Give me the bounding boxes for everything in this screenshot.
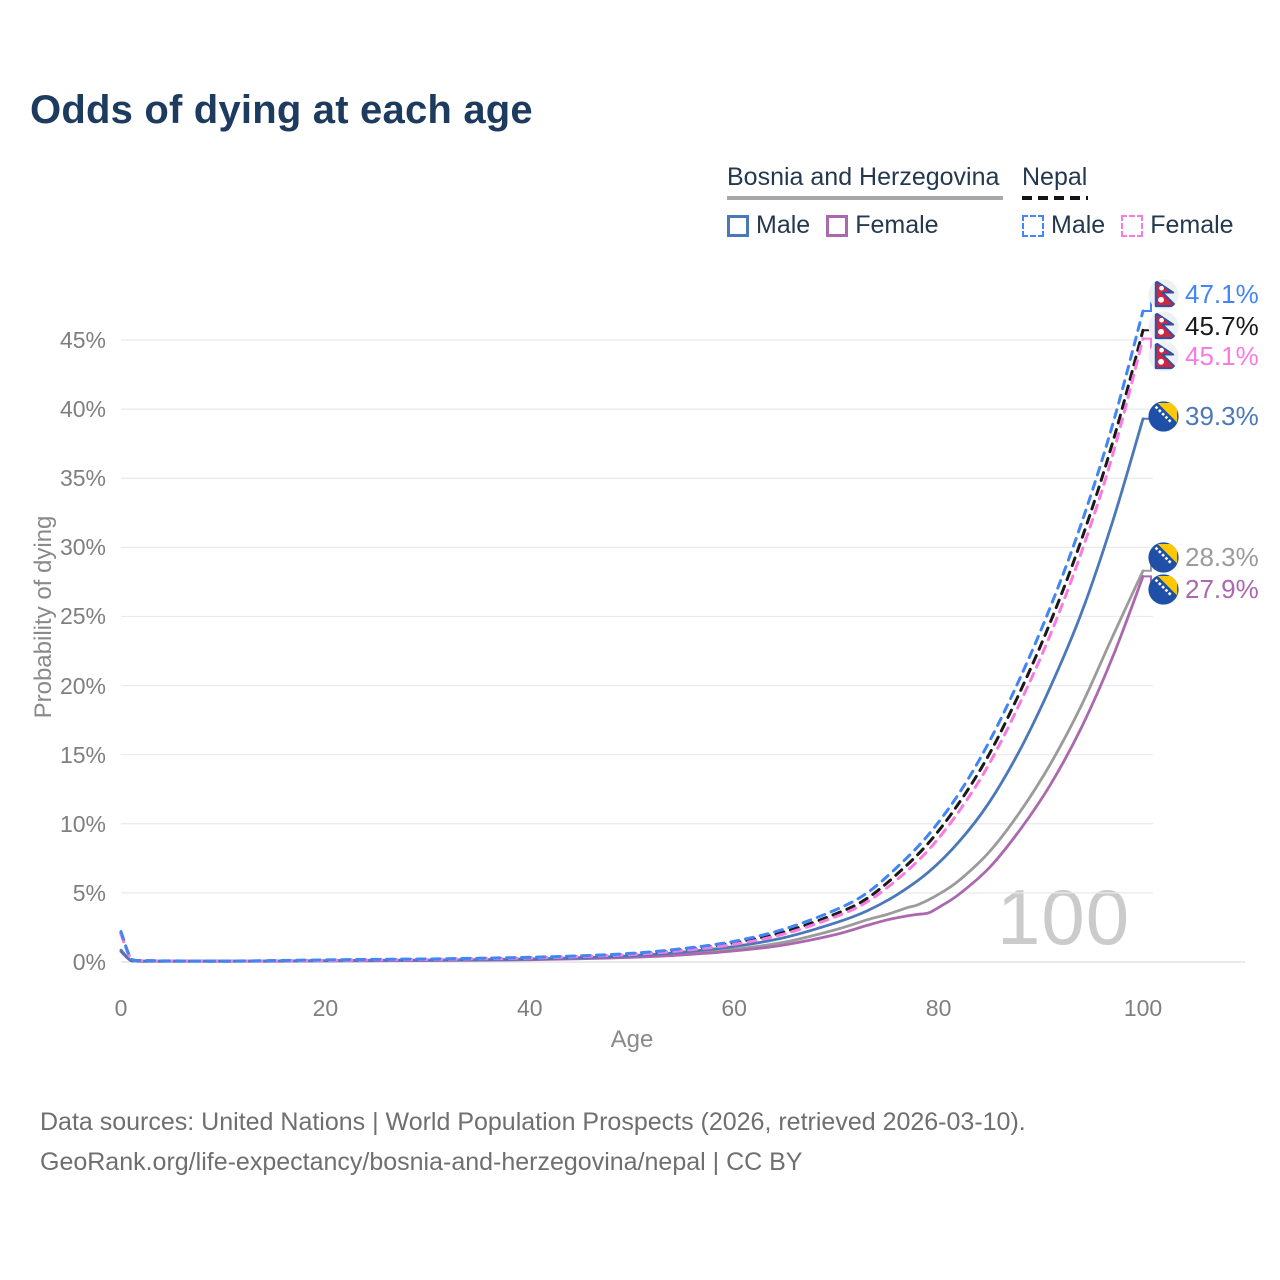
end-label-value: 27.9% xyxy=(1185,574,1259,604)
legend-item-nepal-female-label: Female xyxy=(1150,211,1234,239)
bosnia-solid-line-sample xyxy=(727,196,1003,200)
y-tick-label-30: 30% xyxy=(59,534,106,561)
legend-group-bosnia-label: Bosnia and Herzegovina xyxy=(727,163,1000,191)
end-label-value: 45.1% xyxy=(1185,341,1259,371)
y-tick-label-15: 15% xyxy=(59,741,106,768)
x-tick-label-20: 20 xyxy=(312,995,339,1021)
end-label-nepal-female: 45.1% xyxy=(1148,341,1259,372)
attribution-line: GeoRank.org/life-expectancy/bosnia-and-h… xyxy=(40,1148,803,1176)
end-label-nepal-both-sexes: 45.7% xyxy=(1148,311,1259,342)
bosnia-female-swatch-icon xyxy=(826,214,849,237)
series-line-bosnia-and-herzegovina-female xyxy=(119,575,1145,963)
legend-items-nepal: Male Female xyxy=(1022,211,1250,240)
y-tick-label-45: 45% xyxy=(59,327,106,353)
end-label-bosnia-and-herzegovina-both-sexes: 28.3% xyxy=(1148,542,1259,573)
end-label-bosnia-and-herzegovina-male: 39.3% xyxy=(1148,401,1259,432)
end-label-nepal-male: 47.1% xyxy=(1148,279,1259,310)
bosnia-flag-icon xyxy=(1148,542,1179,573)
legend-item-bosnia-female[interactable]: Female xyxy=(826,211,939,240)
end-label-value: 39.3% xyxy=(1185,401,1259,431)
bosnia-male-swatch-icon xyxy=(727,214,749,237)
end-label-value: 28.3% xyxy=(1185,542,1259,572)
series-line-nepal-male xyxy=(119,309,1145,963)
legend-item-bosnia-male[interactable]: Male xyxy=(727,211,810,240)
series-line-bosnia-and-herzegovina-both-sexes xyxy=(119,569,1145,963)
bosnia-flag-icon xyxy=(1148,401,1179,432)
nepal-female-swatch-icon xyxy=(1121,214,1144,237)
nepal-dashed-line-sample xyxy=(1022,196,1088,200)
legend-items-bosnia: Male Female xyxy=(727,211,1003,240)
nepal-flag-icon xyxy=(1148,311,1179,342)
legend-group-bosnia: Bosnia and Herzegovina Male Female xyxy=(727,163,1003,240)
y-tick-label-20: 20% xyxy=(59,672,106,699)
x-tick-label-80: 80 xyxy=(925,995,952,1021)
legend-item-nepal-male-label: Male xyxy=(1051,211,1106,239)
y-tick-label-10: 10% xyxy=(59,810,106,837)
y-tick-label-35: 35% xyxy=(59,465,106,492)
series-line-nepal-female xyxy=(119,337,1145,963)
nepal-flag-icon xyxy=(1148,341,1179,372)
nepal-flag-icon xyxy=(1148,279,1179,310)
bosnia-flag-icon xyxy=(1148,574,1179,605)
age-counter-watermark: 100 xyxy=(997,873,1131,961)
end-label-value: 47.1% xyxy=(1185,279,1259,309)
data-sources-line: Data sources: United Nations | World Pop… xyxy=(40,1108,1026,1136)
series-line-bosnia-and-herzegovina-male xyxy=(119,417,1145,963)
y-tick-label-40: 40% xyxy=(59,396,106,423)
legend-group-nepal-label: Nepal xyxy=(1022,163,1088,191)
page-title: Odds of dying at each age xyxy=(30,88,533,132)
legend-item-bosnia-male-label: Male xyxy=(756,211,811,239)
y-tick-label-25: 25% xyxy=(59,603,106,630)
x-tick-label-100: 100 xyxy=(1123,995,1163,1021)
end-label-value: 45.7% xyxy=(1185,311,1259,341)
y-tick-label-0: 0% xyxy=(72,949,106,975)
end-label-bosnia-and-herzegovina-female: 27.9% xyxy=(1148,574,1259,605)
x-tick-label-0: 0 xyxy=(114,995,128,1021)
legend-item-nepal-female[interactable]: Female xyxy=(1121,211,1234,240)
x-axis-title: Age xyxy=(610,1026,654,1053)
legend-item-bosnia-female-label: Female xyxy=(855,211,939,239)
nepal-male-swatch-icon xyxy=(1022,214,1044,237)
x-tick-label-40: 40 xyxy=(517,995,543,1021)
y-tick-label-5: 5% xyxy=(72,879,106,906)
x-tick-label-60: 60 xyxy=(721,995,747,1021)
legend-group-nepal: Nepal Male Female xyxy=(1022,163,1250,240)
legend-item-nepal-male[interactable]: Male xyxy=(1022,211,1105,240)
